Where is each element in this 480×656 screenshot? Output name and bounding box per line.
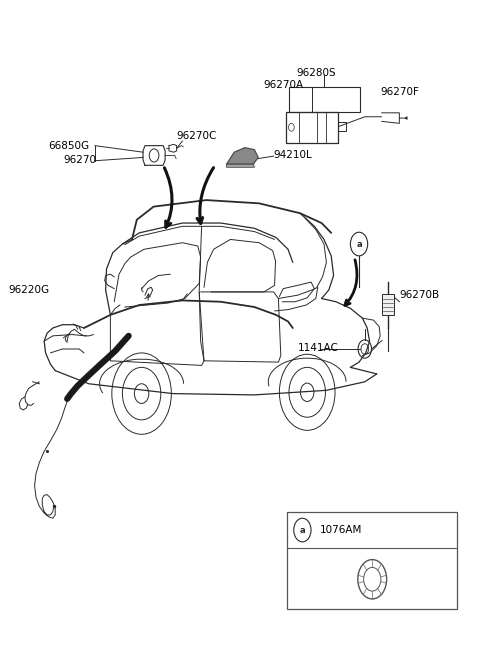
Text: 96270C: 96270C	[177, 131, 217, 142]
Bar	[382, 294, 394, 315]
Text: 94210L: 94210L	[274, 150, 312, 160]
Text: 96270: 96270	[63, 155, 96, 165]
Text: 1141AC: 1141AC	[298, 342, 338, 353]
Polygon shape	[227, 148, 258, 164]
Text: 96270F: 96270F	[380, 87, 419, 97]
Bar	[287, 512, 457, 609]
Polygon shape	[227, 164, 254, 167]
Bar	[289, 87, 360, 112]
Text: 96270A: 96270A	[263, 80, 303, 91]
Text: 96280S: 96280S	[297, 68, 336, 79]
Text: 66850G: 66850G	[48, 140, 89, 151]
Text: 96270B: 96270B	[399, 290, 440, 300]
Text: 96220G: 96220G	[9, 285, 50, 295]
Text: a: a	[300, 525, 305, 535]
Text: 1076AM: 1076AM	[320, 525, 362, 535]
Text: a: a	[356, 239, 362, 249]
